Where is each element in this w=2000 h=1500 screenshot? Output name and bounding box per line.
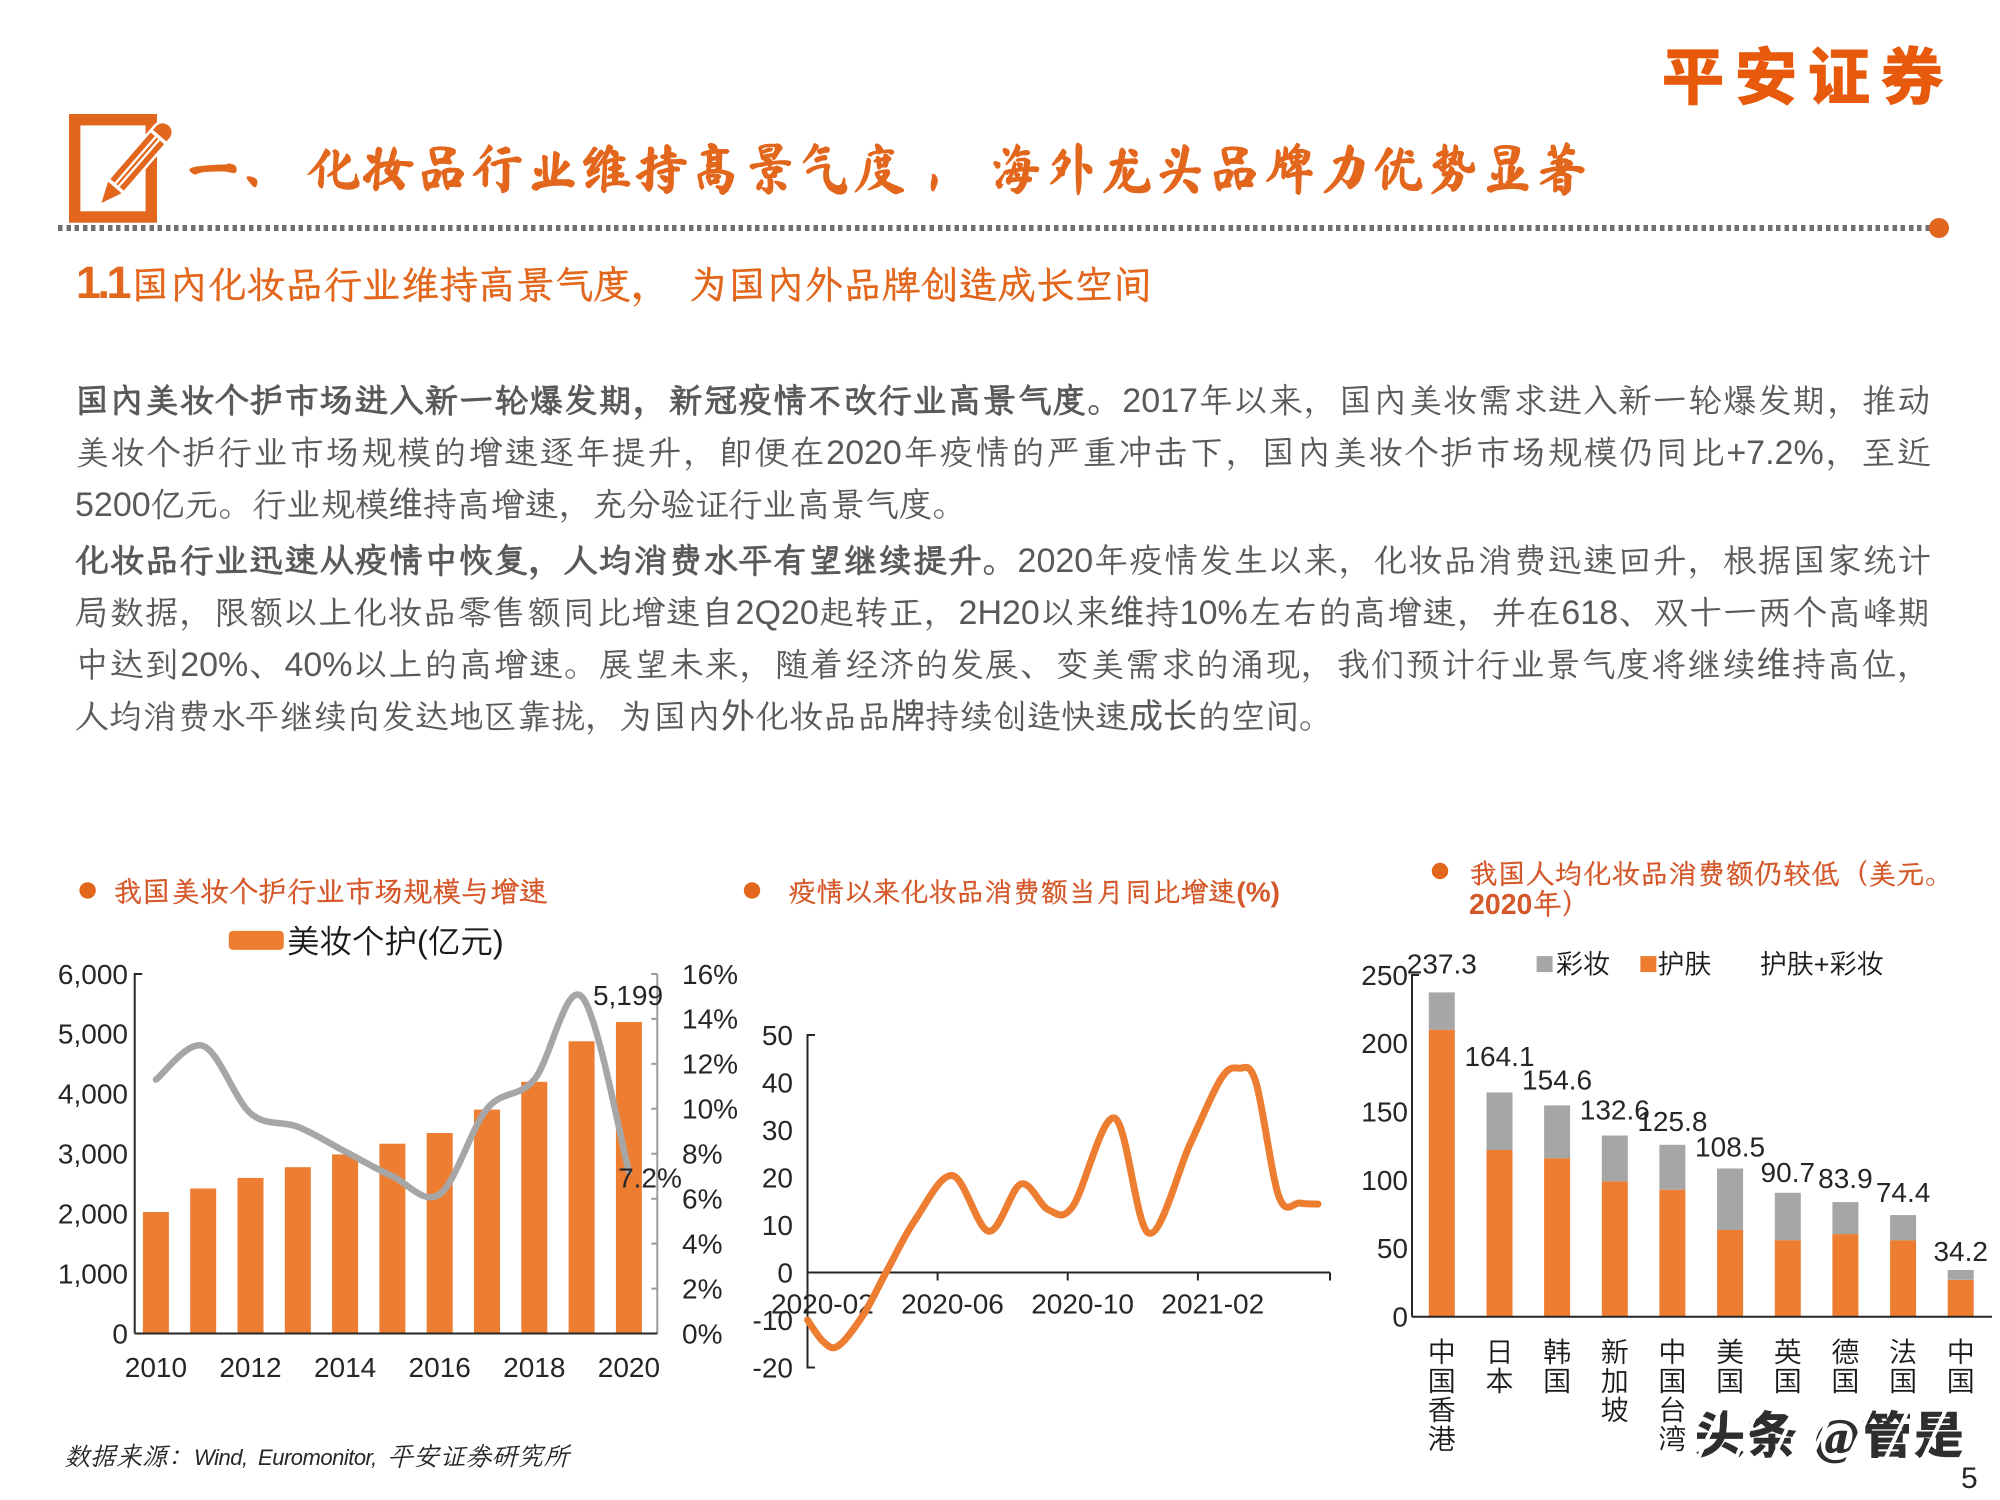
svg-text:2020-10: 2020-10 [1031,1289,1134,1320]
svg-text:125.8: 125.8 [1637,1106,1707,1137]
svg-text:护肤: 护肤 [1657,949,1711,979]
svg-text:2020年）: 2020年） [1469,888,1591,921]
svg-text:200: 200 [1361,1028,1408,1059]
svg-text:台: 台 [1658,1395,1686,1426]
svg-text:2021-02: 2021-02 [1161,1289,1264,1320]
svg-text:2,000: 2,000 [58,1199,128,1230]
svg-text:14%: 14% [682,1004,738,1035]
svg-text:50: 50 [762,1020,793,1051]
svg-text:83.9: 83.9 [1818,1163,1873,1194]
svg-text:90.7: 90.7 [1761,1157,1816,1188]
svg-text:150: 150 [1361,1097,1408,1128]
svg-text:6%: 6% [682,1184,722,1215]
svg-text:250: 250 [1361,960,1408,991]
svg-text:美妆个护(亿元): 美妆个护(亿元) [287,924,504,960]
svg-text:法: 法 [1889,1337,1917,1368]
svg-text:国: 国 [1543,1366,1571,1397]
svg-text:6,000: 6,000 [58,959,128,990]
svg-text:国: 国 [1658,1366,1686,1397]
svg-text:74.4: 74.4 [1876,1177,1931,1208]
svg-text:坡: 坡 [1601,1395,1629,1426]
svg-text:0: 0 [112,1318,128,1349]
svg-text:日: 日 [1485,1337,1513,1368]
svg-text:12%: 12% [682,1049,738,1080]
svg-text:韩: 韩 [1543,1337,1571,1368]
svg-text:4%: 4% [682,1228,722,1259]
svg-text:40: 40 [762,1067,793,1098]
svg-text:德: 德 [1831,1337,1859,1368]
svg-text:20: 20 [762,1162,793,1193]
svg-text:国: 国 [1428,1366,1456,1397]
svg-text:5,199: 5,199 [593,980,663,1011]
svg-text:我国美妆个护行业市场规模与增速: 我国美妆个护行业市场规模与增速 [113,877,548,909]
svg-text:护肤+彩妆: 护肤+彩妆 [1760,949,1884,979]
svg-text:国: 国 [1774,1366,1802,1397]
svg-text:237.3: 237.3 [1407,948,1477,979]
svg-text:国: 国 [1716,1366,1744,1397]
svg-text:国: 国 [1889,1366,1917,1397]
svg-text:154.6: 154.6 [1522,1064,1592,1095]
svg-text:2012: 2012 [219,1352,281,1383]
svg-text:-10: -10 [753,1305,793,1336]
svg-text:本: 本 [1485,1366,1513,1397]
svg-text:新: 新 [1601,1337,1629,1368]
svg-text:100: 100 [1361,1165,1408,1196]
svg-text:34.2: 34.2 [1933,1236,1988,1267]
svg-text:164.1: 164.1 [1464,1041,1534,1072]
svg-text:2020: 2020 [598,1352,660,1383]
svg-text:2020-06: 2020-06 [901,1289,1004,1320]
svg-text:3,000: 3,000 [58,1139,128,1170]
svg-text:8%: 8% [682,1139,722,1170]
svg-text:30: 30 [762,1115,793,1146]
svg-text:5,000: 5,000 [58,1019,128,1050]
svg-text:港: 港 [1428,1424,1456,1455]
svg-text:2020-02: 2020-02 [771,1289,874,1320]
svg-text:2%: 2% [682,1273,722,1304]
svg-text:中: 中 [1947,1337,1975,1368]
svg-text:我国人均化妆品消费额仍较低（美元。: 我国人均化妆品消费额仍较低（美元。 [1469,859,1954,891]
svg-text:香: 香 [1428,1395,1456,1426]
svg-text:中: 中 [1658,1337,1686,1368]
svg-text:美: 美 [1716,1337,1744,1368]
svg-text:2016: 2016 [409,1352,471,1383]
svg-text:国: 国 [1947,1366,1975,1397]
svg-text:0%: 0% [682,1318,722,1349]
svg-text:-20: -20 [753,1352,793,1383]
svg-text:2018: 2018 [503,1352,565,1383]
svg-text:4,000: 4,000 [58,1079,128,1110]
svg-text:132.6: 132.6 [1580,1095,1650,1126]
svg-text:中: 中 [1428,1337,1456,1368]
svg-text:10: 10 [762,1210,793,1241]
svg-text:2014: 2014 [314,1352,376,1383]
svg-text:0: 0 [777,1257,793,1288]
svg-text:10%: 10% [682,1094,738,1125]
svg-text:16%: 16% [682,959,738,990]
svg-text:疫情以来化妆品消费额当月同比增速(%): 疫情以来化妆品消费额当月同比增速(%) [788,877,1280,908]
svg-text:50: 50 [1377,1233,1408,1264]
svg-text:加: 加 [1601,1366,1629,1397]
svg-text:2010: 2010 [125,1352,187,1383]
svg-text:108.5: 108.5 [1695,1132,1765,1163]
svg-text:7.2%: 7.2% [618,1163,682,1194]
svg-text:1,000: 1,000 [58,1258,128,1289]
svg-text:彩妆: 彩妆 [1556,949,1610,979]
svg-text:湾: 湾 [1658,1424,1686,1455]
svg-text:0: 0 [1392,1302,1408,1333]
svg-text:国: 国 [1831,1366,1859,1397]
svg-text:英: 英 [1774,1337,1802,1368]
